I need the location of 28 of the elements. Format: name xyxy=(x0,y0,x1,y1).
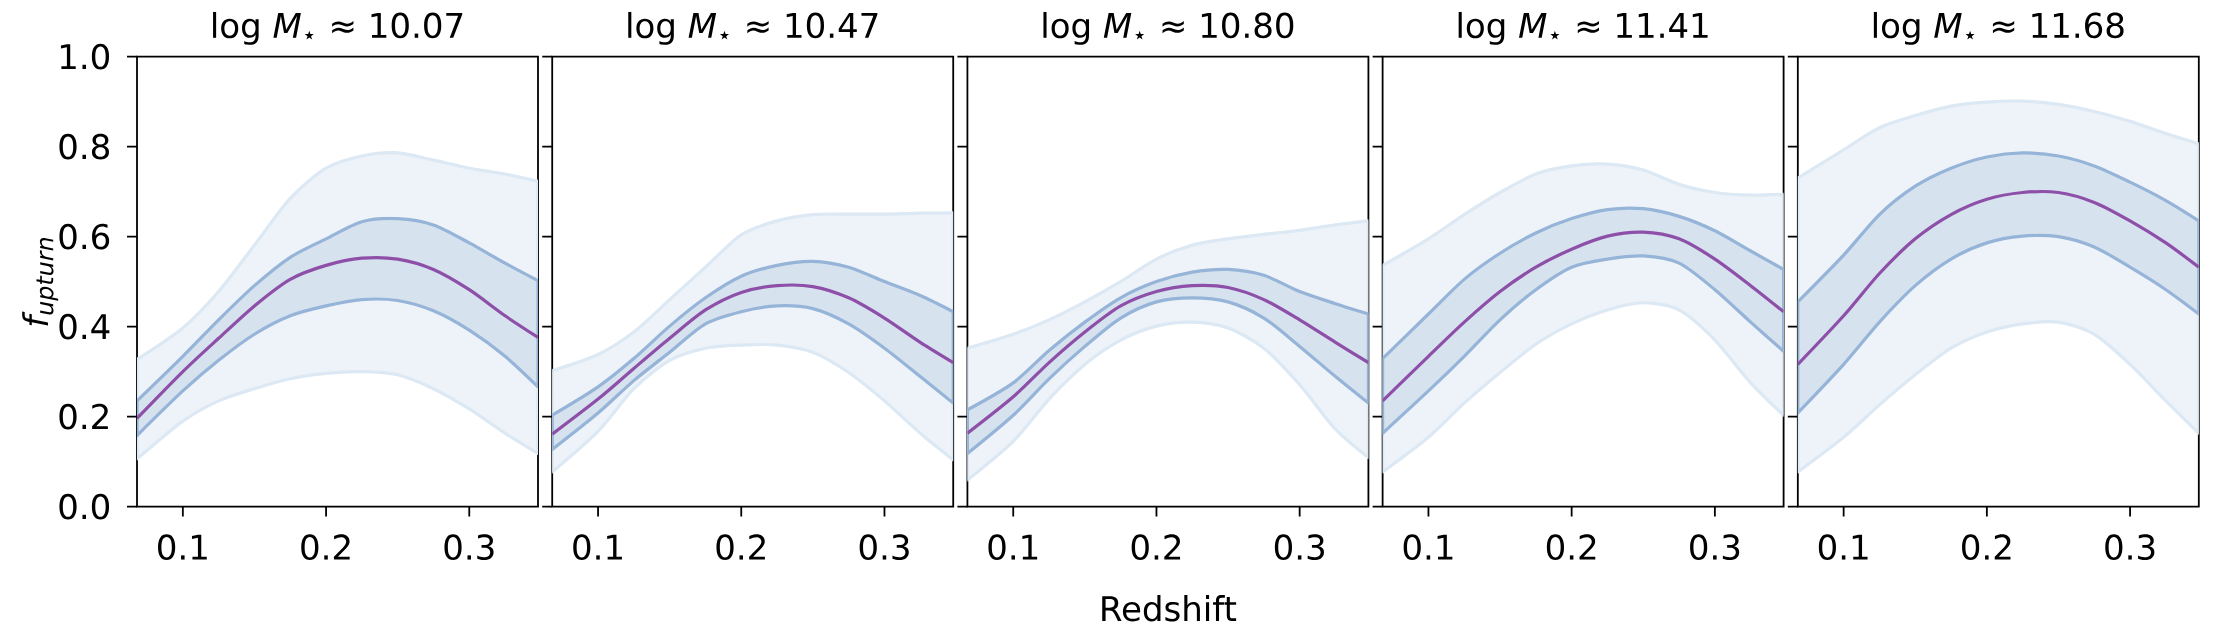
chart-title: log M$_{⋆}$ ≈ 11.68 xyxy=(1873,11,2124,45)
y-tick-label: 1.0 xyxy=(60,43,110,70)
y-tick-label: 0.2 xyxy=(59,403,108,430)
x-tick-label: 0.3 xyxy=(1690,534,1740,561)
chart-title: log M$_{⋆}$ ≈ 10.07 xyxy=(213,11,463,45)
chart-title: log M$_{⋆}$ ≈ 10.80 xyxy=(1043,11,1294,45)
x-tick-label: 0.2 xyxy=(1546,534,1596,561)
y-tick-label: 0.0 xyxy=(59,493,110,520)
x-axis-title: Redshift xyxy=(1102,595,1237,622)
y-tick-label: 0.8 xyxy=(59,133,109,160)
x-tick-label: 0.1 xyxy=(573,534,622,561)
x-tick-label: 0.1 xyxy=(988,534,1038,561)
x-tick-label: 0.2 xyxy=(1962,534,2011,561)
chart-title: log M$_{⋆}$ ≈ 11.41 xyxy=(1458,11,1708,45)
x-tick-label: 0.1 xyxy=(1818,534,1868,561)
x-tick-label: 0.2 xyxy=(716,534,765,561)
x-tick-label: 0.2 xyxy=(1131,534,1181,561)
x-tick-label: 0.3 xyxy=(444,534,494,561)
x-tick-label: 0.3 xyxy=(1274,534,1324,561)
x-tick-label: 0.1 xyxy=(158,534,207,561)
y-axis-title: f$_{upturn}$ xyxy=(22,237,59,326)
x-tick-label: 0.3 xyxy=(859,534,909,561)
x-tick-label: 0.3 xyxy=(2105,534,2155,561)
y-tick-label: 0.4 xyxy=(59,313,110,340)
chart-title: log M$_{⋆}$ ≈ 10.47 xyxy=(628,11,878,45)
x-tick-label: 0.2 xyxy=(301,534,350,561)
x-tick-label: 0.1 xyxy=(1403,534,1453,561)
y-tick-label: 0.6 xyxy=(59,223,110,250)
